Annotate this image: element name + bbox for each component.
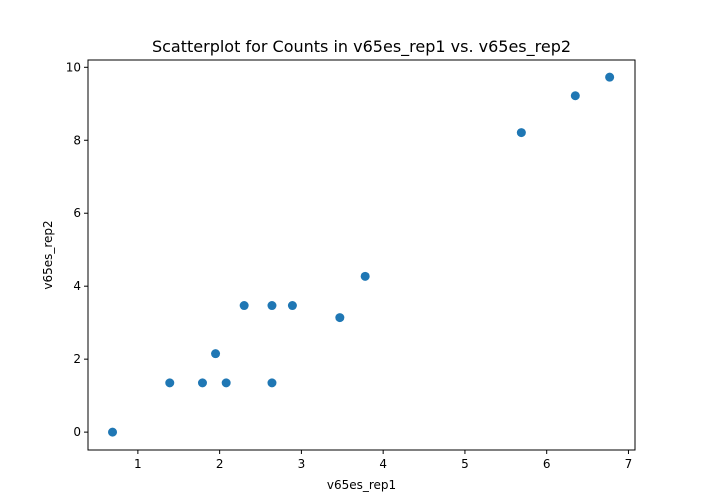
y-axis-label: v65es_rep2 xyxy=(41,220,55,289)
x-tick-label: 4 xyxy=(379,457,387,471)
y-tick-label: 8 xyxy=(73,133,81,147)
plot-area xyxy=(88,60,635,450)
y-tick-label: 2 xyxy=(73,352,81,366)
x-tick-label: 7 xyxy=(625,457,633,471)
x-tick-label: 3 xyxy=(298,457,306,471)
x-axis-ticks: 1 2 3 4 5 6 7 xyxy=(134,450,632,471)
data-point xyxy=(605,72,615,82)
x-tick-label: 1 xyxy=(134,457,142,471)
chart-title: Scatterplot for Counts in v65es_rep1 vs.… xyxy=(152,37,571,57)
data-point xyxy=(239,301,249,311)
data-point xyxy=(211,349,221,359)
data-point xyxy=(287,301,297,311)
data-point xyxy=(221,378,231,388)
y-tick-label: 0 xyxy=(73,425,81,439)
x-tick-label: 5 xyxy=(461,457,469,471)
y-tick-label: 4 xyxy=(73,279,81,293)
data-points xyxy=(108,72,615,437)
data-point xyxy=(267,378,277,388)
data-point xyxy=(267,301,277,311)
data-point xyxy=(197,378,207,388)
data-point xyxy=(108,427,118,437)
data-point xyxy=(165,378,175,388)
data-point xyxy=(570,91,580,101)
plot-frame xyxy=(87,59,636,451)
data-point xyxy=(360,271,370,281)
y-axis-ticks: 0 2 4 6 8 10 xyxy=(66,60,88,439)
y-tick-label: 6 xyxy=(73,206,81,220)
data-point xyxy=(516,128,526,138)
data-point xyxy=(335,313,345,323)
x-tick-label: 2 xyxy=(216,457,224,471)
x-tick-label: 6 xyxy=(543,457,551,471)
y-tick-label: 10 xyxy=(66,60,81,74)
x-axis-label: v65es_rep1 xyxy=(327,478,396,492)
